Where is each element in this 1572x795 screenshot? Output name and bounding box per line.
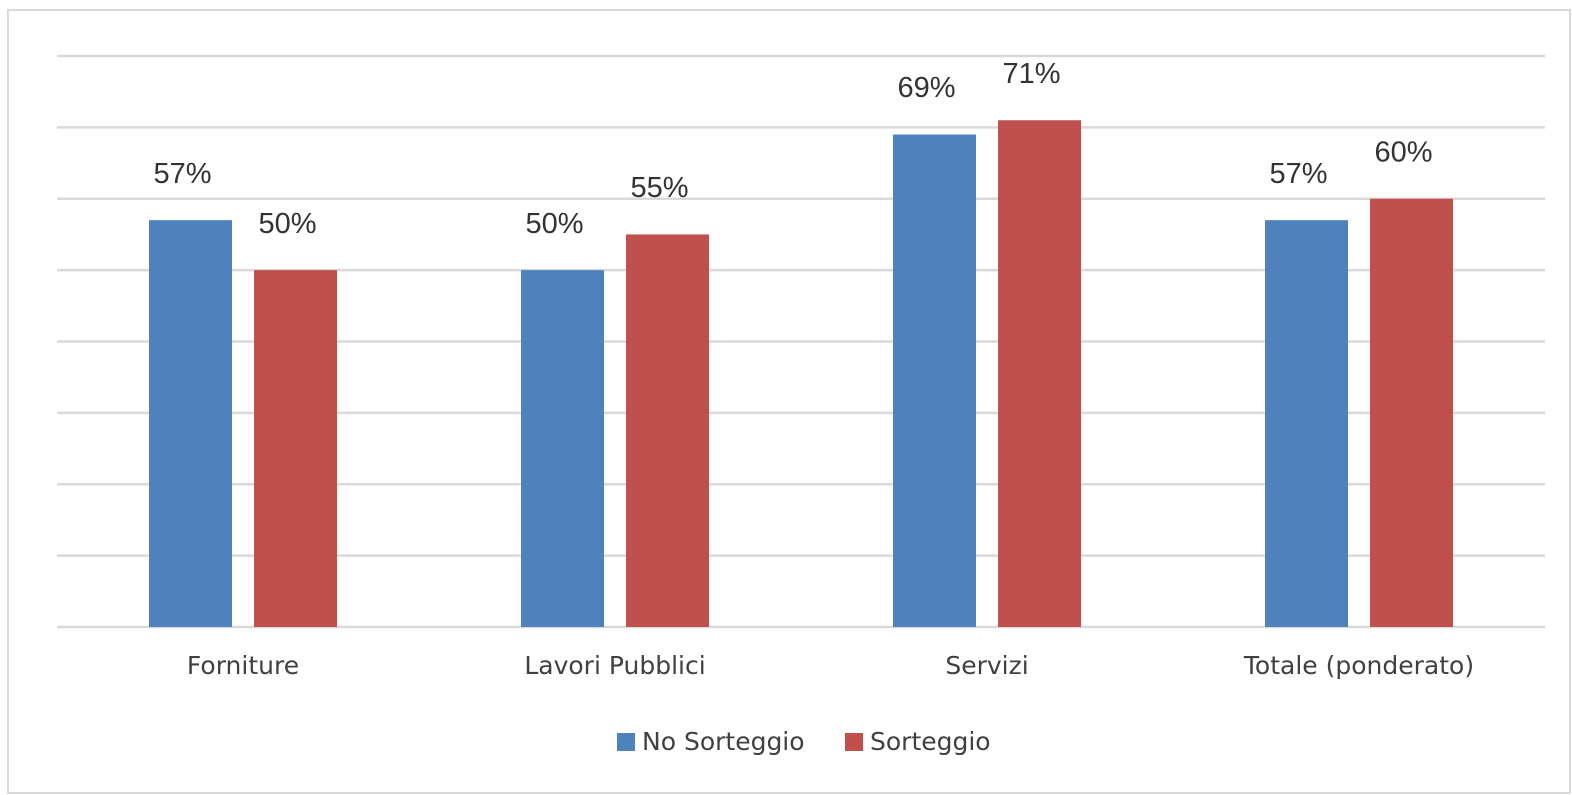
data-label: 57% (153, 158, 211, 190)
data-label: 69% (897, 72, 955, 104)
bar (1370, 198, 1453, 627)
x-tick-label: Lavori Pubblici (524, 651, 705, 680)
data-label: 60% (1374, 136, 1432, 168)
bar (893, 134, 976, 627)
bar (1265, 220, 1348, 627)
legend-swatch (845, 733, 863, 751)
data-label: 71% (1002, 58, 1060, 90)
bar (626, 234, 709, 627)
bar (521, 270, 604, 627)
x-tick-label: Servizi (945, 651, 1028, 680)
data-label: 55% (630, 172, 688, 204)
x-tick-label: Forniture (187, 651, 299, 680)
legend-swatch (617, 733, 635, 751)
data-label: 57% (1269, 158, 1327, 190)
bar (998, 120, 1081, 628)
x-tick-label: Totale (ponderato) (1243, 651, 1474, 680)
legend-label: Sorteggio (870, 727, 991, 756)
data-label: 50% (258, 208, 316, 240)
bar (254, 270, 337, 627)
data-label: 50% (525, 208, 583, 240)
legend-label: No Sorteggio (642, 727, 805, 756)
bar (149, 220, 232, 627)
